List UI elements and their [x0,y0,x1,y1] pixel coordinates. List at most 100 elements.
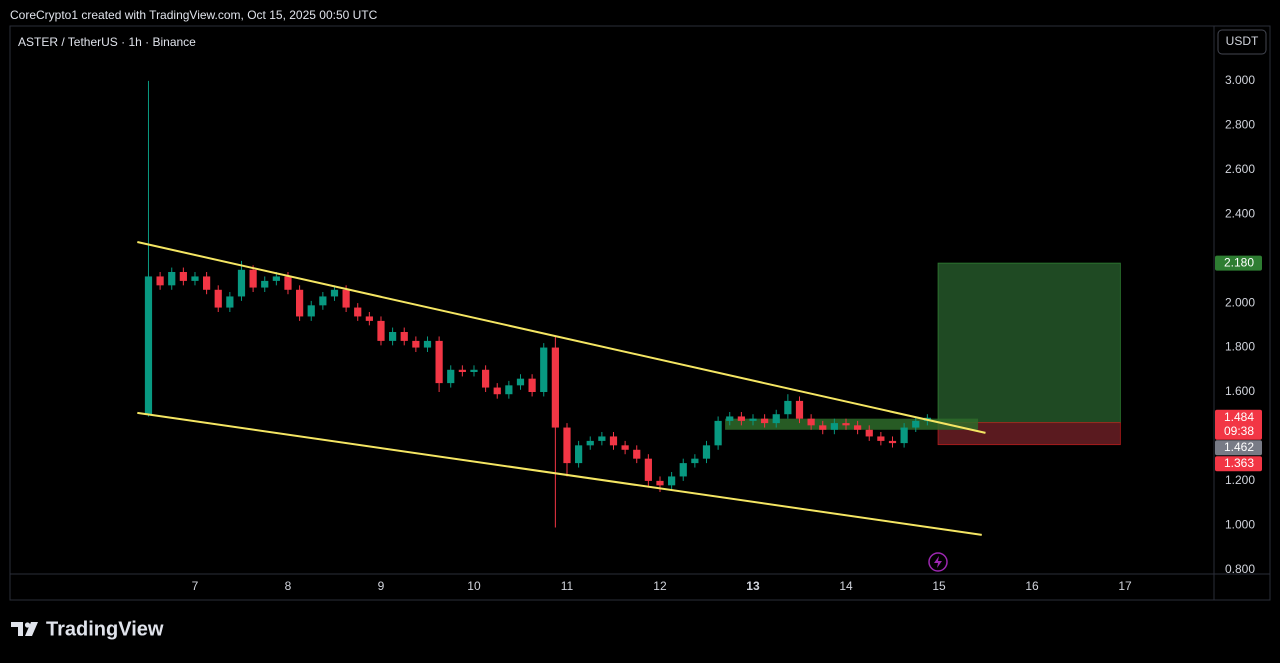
plot-area [137,80,1121,536]
candle-body [900,427,908,444]
brand-logo [11,622,38,636]
y-tick-label: 1.200 [1225,473,1255,487]
y-tick-label: 2.600 [1225,162,1255,176]
last-price-label: 1.484 [1224,410,1254,424]
candle-body [621,445,629,450]
candle-body [435,340,443,384]
attribution: CoreCrypto1 created with TradingView.com… [10,8,378,22]
entry-label: 1.462 [1224,440,1254,454]
candle-body [912,420,920,428]
support-zone [725,418,979,430]
candle-body [156,276,164,286]
candle-body [203,276,211,290]
candle-body [447,369,455,384]
candle-body [644,458,652,481]
currency[interactable]: USDT [1226,34,1259,48]
candle-body [272,276,280,281]
entry-label-box [1215,440,1262,456]
trendline [137,241,986,434]
candle-body [679,463,687,477]
y-tick-label: 3.000 [1225,73,1255,87]
chart-title: ASTER / TetherUS · 1h · Binance [18,35,196,49]
candle-body [214,289,222,308]
candle-body [540,347,548,392]
currency-button[interactable] [1217,29,1267,55]
alert-bolt[interactable] [934,556,942,568]
candle-body [493,387,501,395]
candle-body [168,272,176,286]
y-tick-label: 0.800 [1225,562,1255,576]
candle-body [551,347,559,428]
stop-label: 1.363 [1224,456,1254,470]
candle-body [586,440,594,446]
candle-body [400,332,408,341]
logo-mark [11,622,23,636]
x-tick-label: 16 [1025,579,1039,593]
y-tick-label: 2.400 [1225,206,1255,220]
candle-body [807,418,815,426]
candle-body [842,423,850,426]
y-tick-label: 1.800 [1225,340,1255,354]
countdown: 09:38 [1224,424,1254,438]
candle-body [423,340,432,348]
candle-body [528,378,536,392]
candle-body [365,316,373,321]
candle-body [249,269,257,288]
candle-body [865,429,873,437]
candle-body [656,480,664,486]
candle-body [342,289,350,308]
candle-body [412,340,420,348]
target-label-box [1215,255,1262,271]
candle-body [795,400,804,419]
candle-body [144,276,153,415]
y-tick-label: 2.800 [1225,118,1255,132]
x-tick-label: 8 [285,579,292,593]
candle-body [330,289,339,297]
logo-mark [25,622,38,636]
candle-body [888,440,897,444]
candle-body [226,296,234,308]
x-tick-label: 14 [839,579,853,593]
alert-icon[interactable] [928,552,948,572]
candle-body [761,418,769,424]
candle-body [482,369,490,388]
candle-body [877,436,885,441]
candle-body [389,332,397,341]
candle-body [470,369,478,372]
candle-body [458,369,466,372]
last-price-box [1215,409,1262,440]
candle-body [284,276,292,290]
candle-body [354,307,362,317]
trendline [137,411,982,536]
x-tick-label: 7 [192,579,199,593]
x-tick-label: 13 [746,579,760,593]
candle-body [261,280,269,288]
y-tick-label: 1.600 [1225,384,1255,398]
candle-body [296,289,304,317]
candle-body [749,418,757,421]
candle-body [691,458,699,464]
candle-body [854,425,862,430]
candle-body [830,423,838,430]
candle-body [575,445,583,464]
candle-body [516,378,525,386]
candle-body [633,449,641,459]
x-tick-label: 12 [653,579,667,593]
x-tick-label: 9 [378,579,385,593]
candle-body [714,420,722,446]
y-tick-label: 1.000 [1225,518,1255,532]
candle-body [563,427,571,464]
alert-circle[interactable] [928,552,948,572]
candle-body [609,436,618,446]
candle-body [179,272,187,281]
x-tick-label: 11 [561,579,574,593]
y-tick-label: 2.000 [1225,295,1255,309]
candle-body [319,296,327,306]
candle-body [737,416,745,421]
candle-body [772,414,780,424]
stop-zone [937,422,1121,446]
brand: TradingView [46,618,164,640]
candle-body [784,400,792,415]
candle-body [726,416,734,421]
